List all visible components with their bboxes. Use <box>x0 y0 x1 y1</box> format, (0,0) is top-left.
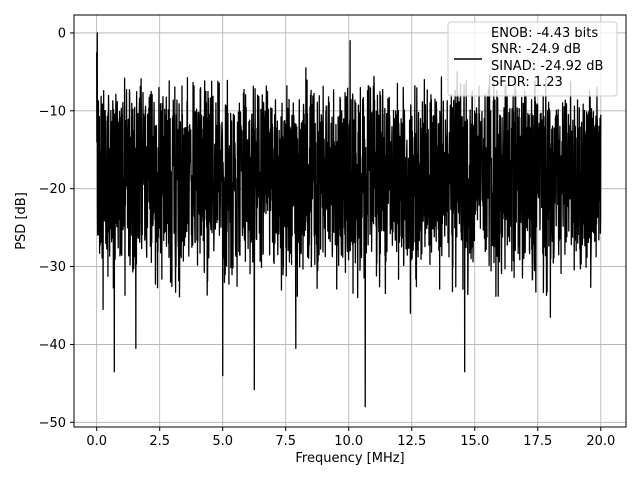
legend: ENOB: -4.43 bits SNR: -24.9 dB SINAD: -2… <box>447 21 618 97</box>
axis-ticks: 0.0 2.5 5.0 7.5 10.0 12.5 15.0 17.5 20.0 0 −10 −20 −… <box>39 26 616 449</box>
legend-entry-sinad: SINAD: -24.92 dB <box>491 59 603 74</box>
y-tick-label: −40 <box>39 338 66 353</box>
x-tick-label: 10.0 <box>334 434 363 449</box>
x-tick-label: 12.5 <box>397 434 426 449</box>
x-tick-label: 7.5 <box>275 434 296 449</box>
y-tick-label: −30 <box>39 260 66 275</box>
y-tick-label: 0 <box>58 26 66 41</box>
plot-frame <box>73 14 627 428</box>
x-tick-label: 2.5 <box>149 434 170 449</box>
y-tick-label: −20 <box>39 182 66 197</box>
x-axis-label: Frequency [MHz] <box>295 451 404 466</box>
legend-entry-snr: SNR: -24.9 dB <box>491 42 581 57</box>
psd-series <box>96 32 602 408</box>
legend-entry-sfdr: SFDR: 1.23 <box>491 75 563 90</box>
x-tick-label: 15.0 <box>460 434 489 449</box>
y-axis-label: PSD [dB] <box>14 192 29 250</box>
x-tick-label: 20.0 <box>586 434 615 449</box>
x-tick-label: 5.0 <box>212 434 233 449</box>
psd-line <box>96 32 602 408</box>
y-tick-label: −10 <box>39 104 66 119</box>
y-tick-label: −50 <box>39 416 66 431</box>
x-tick-label: 0.0 <box>86 434 107 449</box>
legend-box <box>447 21 618 97</box>
x-tick-label: 17.5 <box>523 434 552 449</box>
legend-entry-enob: ENOB: -4.43 bits <box>491 26 598 41</box>
